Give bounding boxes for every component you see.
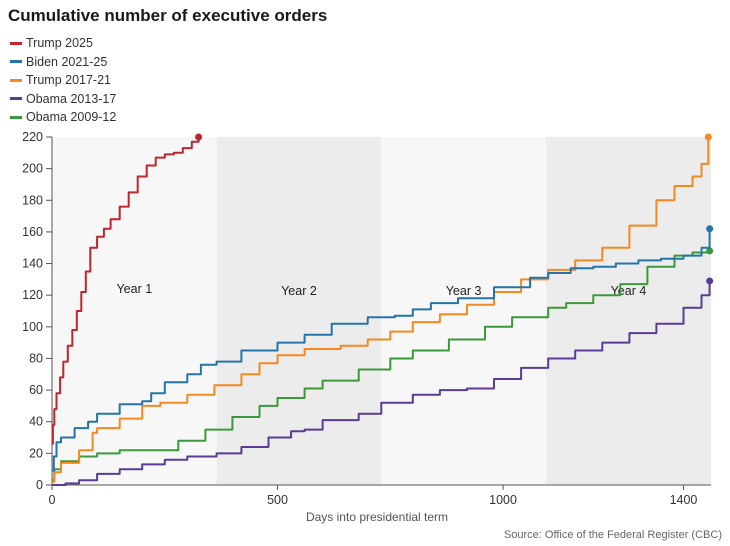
- year-band-label: Year 1: [116, 282, 152, 296]
- series-end-point: [195, 133, 203, 141]
- legend-swatch: [10, 41, 22, 45]
- x-tick-label: 0: [49, 493, 56, 507]
- legend-item: Biden 2021-25: [10, 53, 116, 72]
- y-tick-label: 180: [22, 193, 43, 207]
- legend-swatch: [10, 60, 22, 64]
- legend-label: Obama 2013-17: [26, 91, 117, 106]
- legend-item: Trump 2025: [10, 34, 116, 53]
- series-line: [52, 250, 711, 482]
- legend-label: Trump 2025: [26, 36, 93, 51]
- x-tick-label: 1000: [489, 493, 517, 507]
- year-band-label: Year 2: [281, 284, 317, 298]
- series-line: [51, 137, 200, 445]
- y-tick-label: 40: [29, 415, 43, 429]
- y-tick-label: 220: [22, 130, 43, 144]
- legend-item: Obama 2013-17: [10, 90, 116, 109]
- series-line: [52, 228, 711, 472]
- source-note: Source: Office of the Federal Register (…: [503, 529, 722, 541]
- y-tick-label: 160: [22, 225, 43, 239]
- legend-swatch: [10, 78, 22, 82]
- y-tick-label: 0: [36, 478, 43, 492]
- y-tick-label: 100: [22, 320, 43, 334]
- year-band: [216, 137, 382, 485]
- year-band: [381, 137, 546, 485]
- series-end-point: [706, 225, 714, 233]
- legend-item: Trump 2017-21: [10, 71, 116, 90]
- series-line: [52, 137, 710, 483]
- series-end-point: [704, 133, 712, 141]
- x-axis-label: Days into presidential term: [306, 510, 448, 524]
- y-tick-label: 80: [29, 351, 43, 365]
- y-tick-label: 20: [29, 446, 43, 460]
- year-band: [545, 137, 711, 485]
- legend-label: Biden 2021-25: [26, 54, 108, 69]
- legend-label: Trump 2017-21: [26, 73, 111, 88]
- y-tick-label: 120: [22, 288, 43, 302]
- x-tick-label: 500: [267, 493, 288, 507]
- year-band-label: Year 3: [446, 284, 482, 298]
- legend-swatch: [10, 97, 22, 101]
- series-line: [52, 280, 711, 486]
- legend-item: Obama 2009-12: [10, 108, 116, 127]
- y-tick-label: 140: [22, 257, 43, 271]
- y-tick-label: 60: [29, 383, 43, 397]
- legend-swatch: [10, 115, 22, 119]
- series-end-point: [706, 277, 714, 285]
- y-tick-label: 200: [22, 162, 43, 176]
- x-tick-label: 1400: [670, 493, 698, 507]
- legend: Trump 2025 Biden 2021-25 Trump 2017-21 Obam…: [10, 34, 116, 127]
- chart-title: Cumulative number of executive orders: [8, 6, 328, 25]
- series-end-point: [706, 247, 714, 255]
- legend-label: Obama 2009-12: [26, 110, 117, 125]
